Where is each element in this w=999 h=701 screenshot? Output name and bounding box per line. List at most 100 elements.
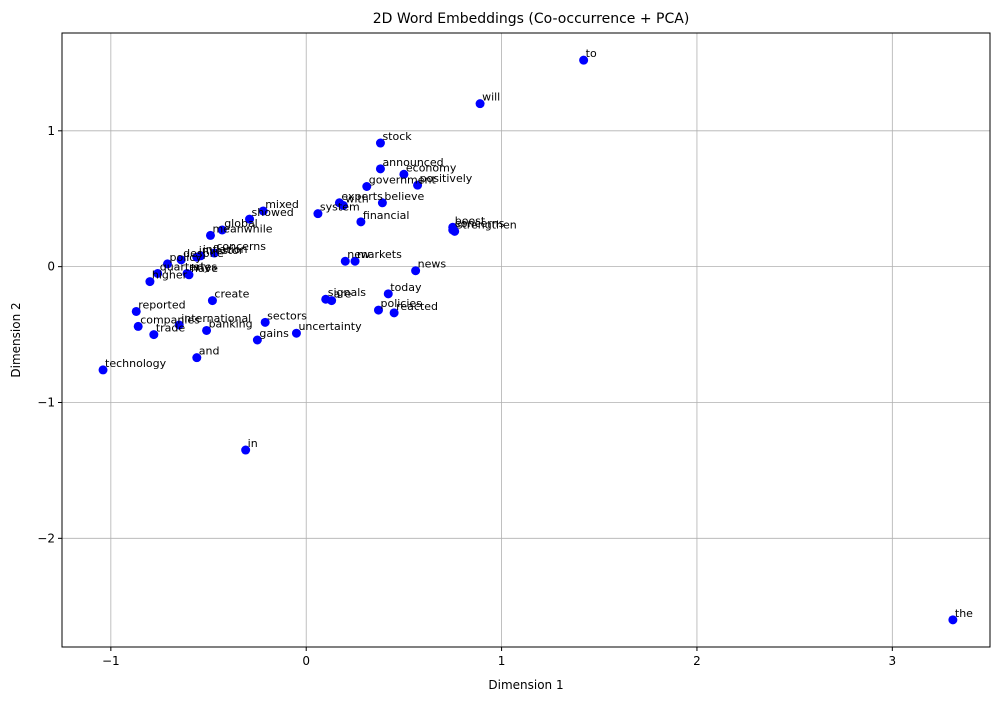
x-tick-label: −1 xyxy=(102,654,120,668)
point-label: positively xyxy=(420,172,473,185)
data-point xyxy=(375,138,385,148)
data-point xyxy=(98,365,108,375)
data-point xyxy=(217,225,227,235)
point-label: rates xyxy=(189,260,217,273)
point-label: policy xyxy=(169,251,202,264)
point-label: showed xyxy=(252,206,294,219)
data-point xyxy=(184,270,194,280)
point-label: mixed xyxy=(265,198,299,211)
data-point xyxy=(192,252,202,262)
point-label: quarterly xyxy=(160,260,211,273)
point-label: in xyxy=(248,437,258,450)
axis-ticks: −1 0 1 2 3 −2 −1 0 1 xyxy=(37,124,896,668)
data-point xyxy=(176,255,186,265)
data-point xyxy=(258,206,268,216)
data-point xyxy=(475,99,485,109)
data-point xyxy=(579,55,589,65)
point-label: and xyxy=(199,345,220,358)
data-point xyxy=(192,353,202,363)
data-point xyxy=(149,330,159,340)
point-label: experts xyxy=(341,190,383,203)
chart-title: 2D Word Embeddings (Co-occurrence + PCA) xyxy=(373,11,690,27)
y-tick-label: −1 xyxy=(37,395,55,409)
point-label: reported xyxy=(138,298,185,311)
point-label: concerns xyxy=(455,217,505,230)
point-label: markets xyxy=(357,248,402,261)
point-label: international xyxy=(181,312,251,325)
point-label: announced xyxy=(382,156,443,169)
data-point xyxy=(327,296,337,306)
data-point xyxy=(340,256,350,266)
point-label: with xyxy=(345,193,368,206)
data-point xyxy=(375,164,385,174)
point-label: inflation xyxy=(203,243,248,256)
data-point xyxy=(411,266,421,276)
point-label: gains xyxy=(259,327,289,340)
point-label: higher xyxy=(152,269,188,282)
point-label: stock xyxy=(382,130,412,143)
x-axis-label: Dimension 1 xyxy=(488,678,563,692)
data-point xyxy=(350,256,360,266)
point-label: have xyxy=(191,262,218,275)
point-label: today xyxy=(390,281,422,294)
point-label: despite xyxy=(183,247,224,260)
point-label: companies xyxy=(140,313,200,326)
x-tick-label: 3 xyxy=(888,654,896,668)
point-label: trade xyxy=(156,322,186,335)
data-point xyxy=(241,445,251,455)
point-label: meanwhile xyxy=(212,222,272,235)
data-point xyxy=(362,182,372,191)
grid xyxy=(62,33,990,647)
data-points xyxy=(98,55,958,625)
point-label: are xyxy=(334,288,352,301)
point-label: technology xyxy=(105,357,167,370)
point-label: signals xyxy=(328,286,367,299)
point-label: government xyxy=(369,174,437,187)
point-label: believe xyxy=(384,190,424,203)
point-label: financial xyxy=(363,209,410,222)
data-point xyxy=(174,320,184,330)
point-label: concerns xyxy=(216,240,266,253)
data-point xyxy=(145,277,155,287)
data-point xyxy=(389,308,399,318)
data-point xyxy=(252,335,262,345)
data-point xyxy=(153,268,163,278)
data-point xyxy=(133,321,143,331)
data-point xyxy=(373,305,383,315)
data-point xyxy=(131,306,141,316)
x-tick-label: 2 xyxy=(693,654,701,668)
point-label: system xyxy=(320,201,360,214)
x-tick-label: 1 xyxy=(498,654,506,668)
point-label: economy xyxy=(406,161,457,174)
data-point xyxy=(313,209,323,219)
point-label: boost xyxy=(455,214,486,227)
y-tick-label: −2 xyxy=(37,531,55,545)
point-labels: to will stock announcedeconomygovernmentpos… xyxy=(105,47,973,620)
point-label: create xyxy=(214,288,249,301)
data-point xyxy=(338,201,348,211)
data-point xyxy=(205,230,215,240)
point-label: to xyxy=(586,47,597,60)
data-point xyxy=(207,296,217,306)
point-label: news xyxy=(418,258,447,271)
data-point xyxy=(413,180,423,190)
data-point xyxy=(450,226,460,236)
x-tick-label: 0 xyxy=(302,654,310,668)
y-tick-label: 1 xyxy=(47,124,55,138)
point-label: new xyxy=(347,248,370,261)
point-label: strengthen xyxy=(457,218,517,231)
data-point xyxy=(209,248,219,258)
point-label: sectors xyxy=(267,309,307,322)
y-tick-label: 0 xyxy=(47,260,55,274)
point-label: policies xyxy=(380,297,422,310)
point-label: reacted xyxy=(396,300,438,313)
data-point xyxy=(948,615,958,625)
y-axis-label: Dimension 2 xyxy=(9,302,23,377)
point-label: the xyxy=(955,607,973,620)
point-label: banking xyxy=(209,317,253,330)
data-point xyxy=(162,259,172,269)
data-point xyxy=(399,169,409,179)
point-label: investor xyxy=(199,244,244,257)
point-label: will xyxy=(482,91,500,104)
